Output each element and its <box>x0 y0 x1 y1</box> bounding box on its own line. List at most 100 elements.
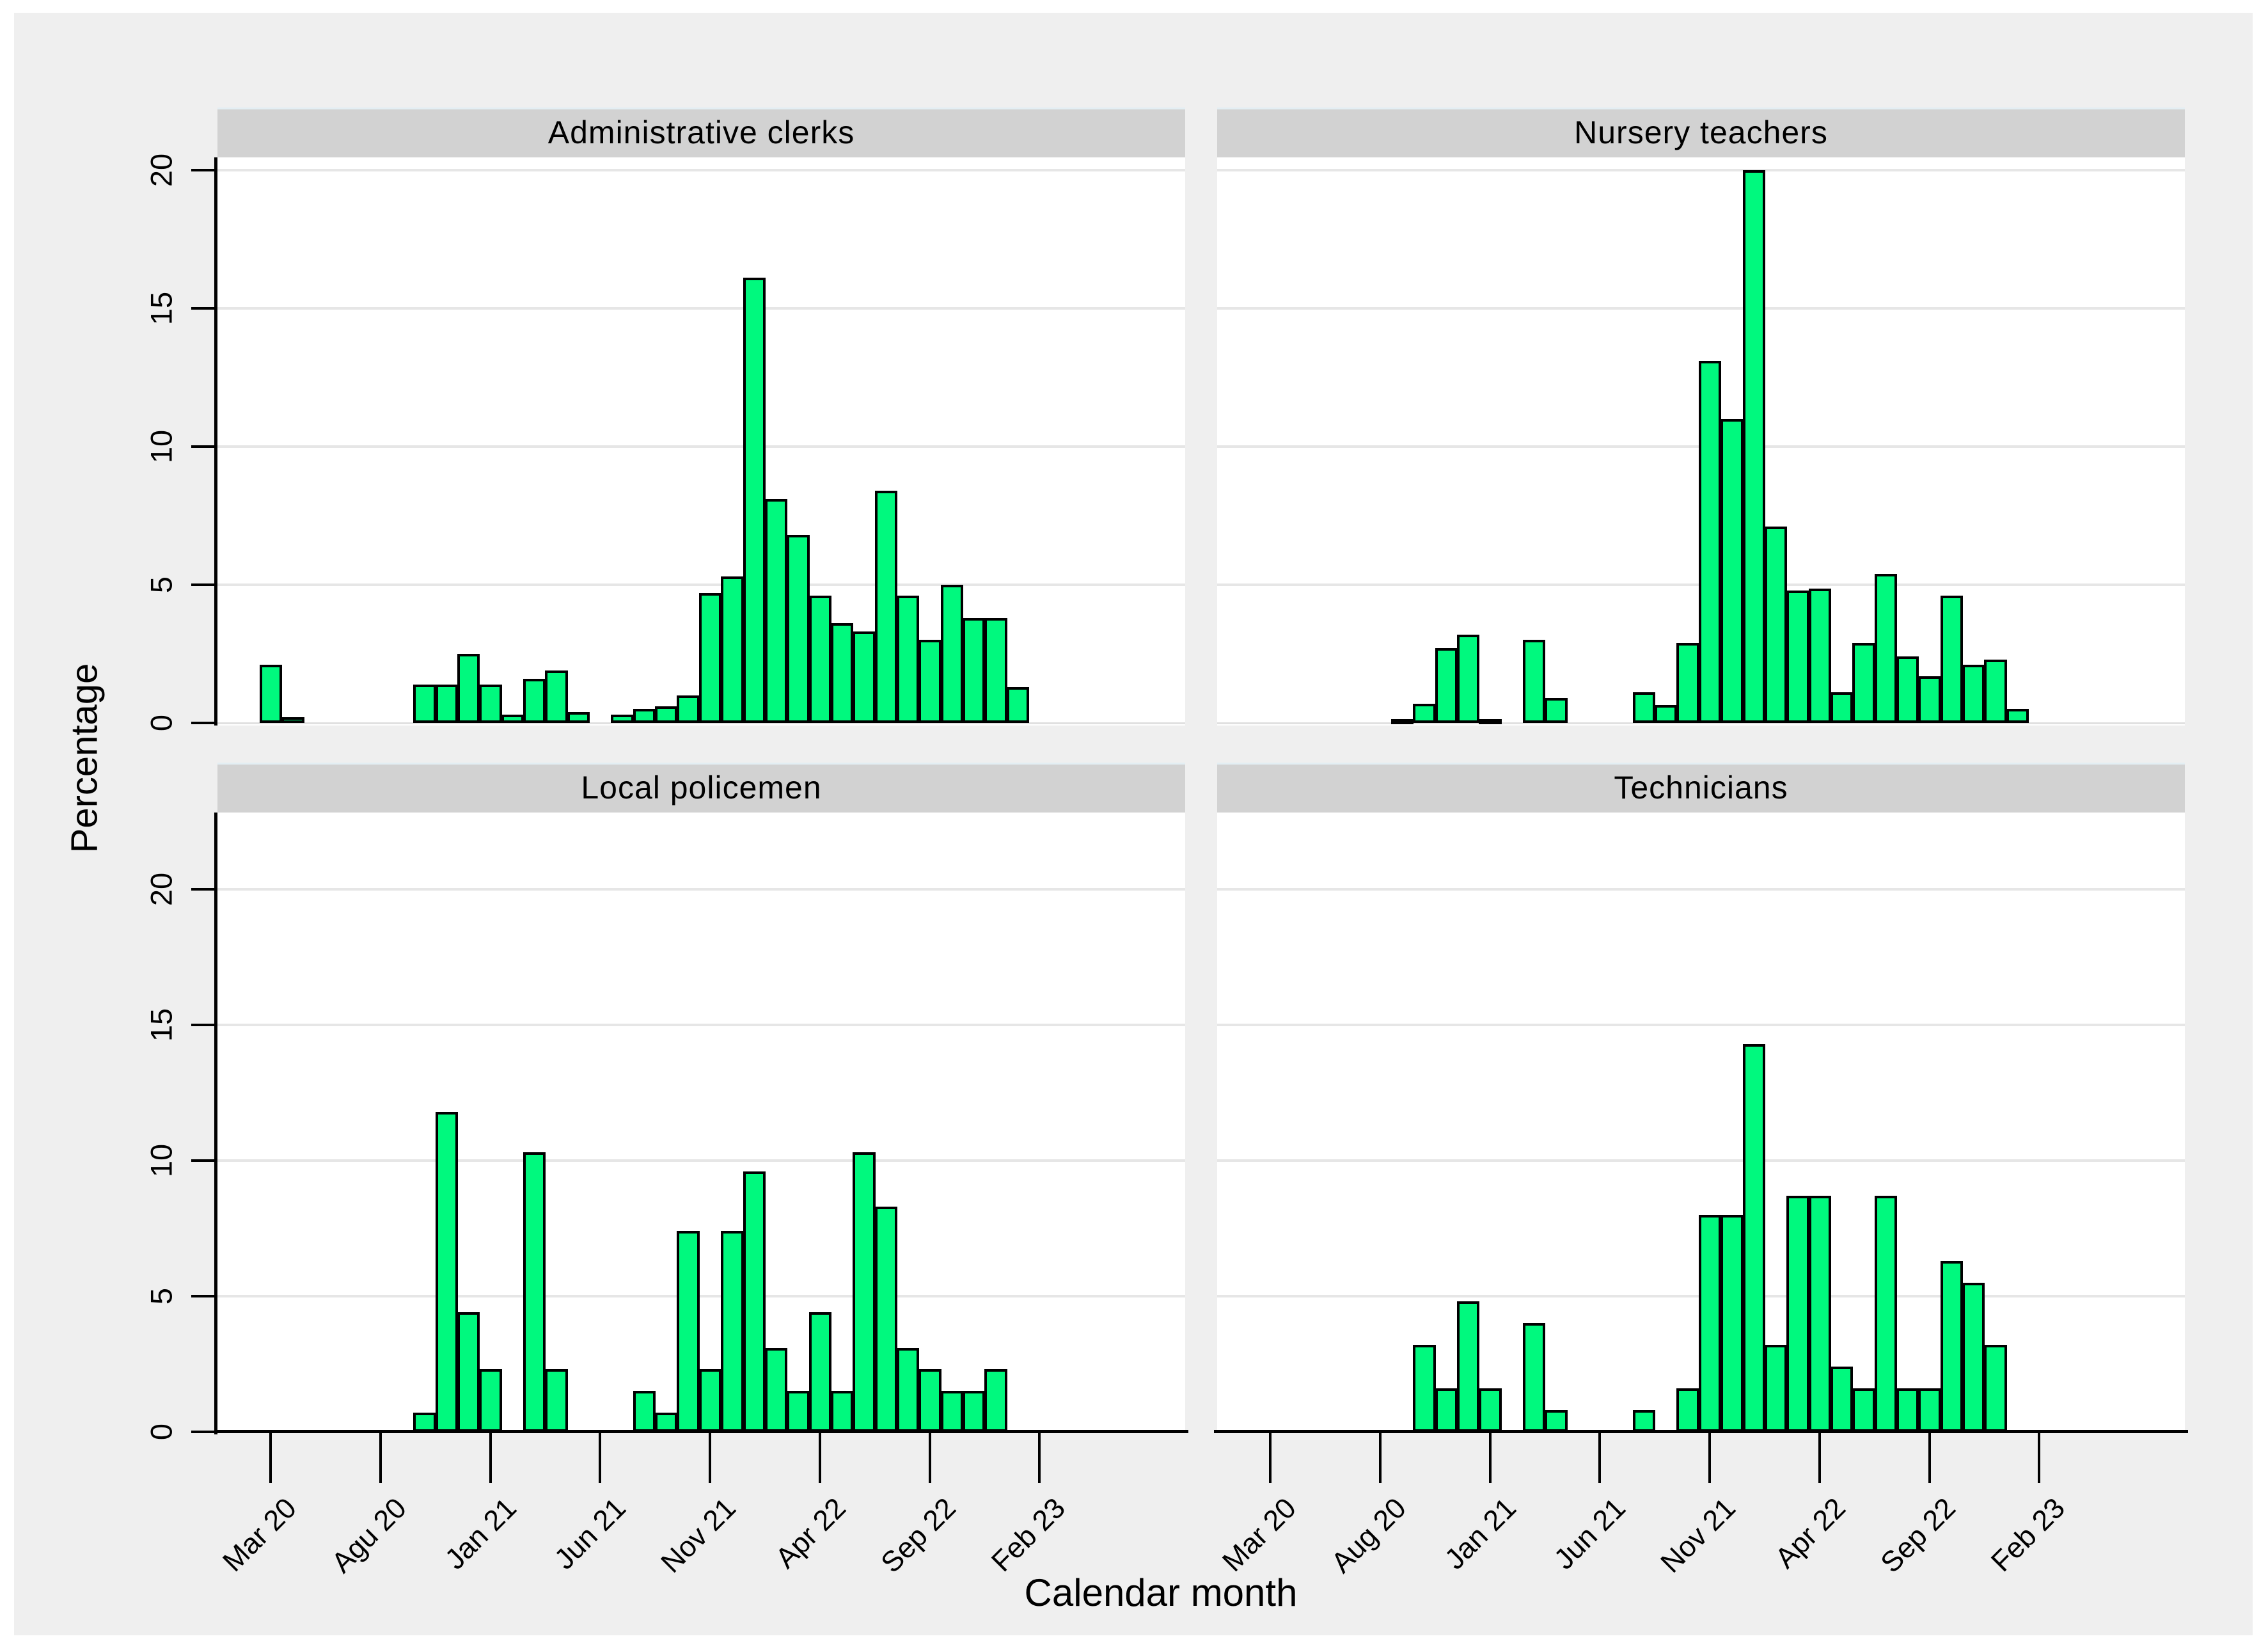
bar <box>896 1347 920 1432</box>
bar <box>1918 1388 1941 1432</box>
x-tick <box>1378 1433 1382 1483</box>
gridline-20 <box>1217 888 2185 891</box>
bar <box>479 1369 502 1432</box>
gridline-10 <box>217 1159 1185 1162</box>
bar <box>1456 1301 1480 1432</box>
bar <box>1940 1260 1964 1432</box>
bar <box>940 1391 964 1432</box>
y-axis-line <box>214 813 217 1434</box>
bar <box>1523 1323 1546 1432</box>
bar <box>457 654 480 723</box>
bar <box>1874 573 1897 723</box>
y-tick-label: 5 <box>144 1287 178 1305</box>
bar <box>1632 1410 1656 1432</box>
bar <box>1830 692 1854 723</box>
bar <box>457 1312 480 1432</box>
bar <box>1852 1388 1875 1432</box>
panel-strip-nursery-teachers: Nursery teachers <box>1217 107 2185 157</box>
x-axis-line <box>214 1430 1188 1433</box>
x-tick <box>599 1433 602 1483</box>
bar <box>1721 1214 1744 1432</box>
bar <box>611 715 634 723</box>
panel-strip-administrative-clerks: Administrative clerks <box>217 107 1185 157</box>
bar <box>1545 1410 1568 1432</box>
bar <box>721 576 744 723</box>
bar <box>918 1369 941 1432</box>
bar <box>1413 1345 1436 1432</box>
bar <box>853 1152 876 1432</box>
y-axis-line <box>214 157 217 726</box>
y-tick <box>191 583 214 586</box>
y-tick <box>191 169 214 171</box>
bar <box>1479 719 1502 724</box>
y-tick-label: 0 <box>144 714 178 732</box>
baseline <box>1217 722 2185 724</box>
y-tick-label: 20 <box>144 872 178 907</box>
x-tick <box>1488 1433 1492 1483</box>
x-tick <box>709 1433 711 1483</box>
plot-local-policemen <box>217 813 1185 1432</box>
bar <box>1918 676 1941 723</box>
x-tick <box>1928 1433 1931 1483</box>
y-tick <box>191 307 214 310</box>
bar <box>940 585 964 723</box>
bar <box>1940 596 1964 723</box>
bar <box>984 617 1007 723</box>
bar <box>853 631 876 723</box>
panel-title: Local policemen <box>581 770 822 805</box>
baseline <box>217 722 1185 724</box>
bar <box>1632 692 1656 723</box>
bar <box>698 592 722 723</box>
bar <box>435 684 458 723</box>
gridline-5 <box>217 1295 1185 1297</box>
y-tick <box>191 722 214 724</box>
bar <box>1962 1282 1985 1432</box>
bar <box>523 1152 546 1432</box>
bar <box>259 665 283 723</box>
x-tick <box>489 1433 492 1483</box>
bar <box>698 1369 722 1432</box>
gridline-10 <box>217 445 1185 448</box>
bar <box>501 715 524 723</box>
bar <box>1413 703 1436 723</box>
bar <box>1962 665 1985 723</box>
bar <box>677 1231 700 1432</box>
y-tick <box>191 888 214 891</box>
gridline-5 <box>217 583 1185 586</box>
bar <box>435 1111 458 1432</box>
y-tick-label: 15 <box>144 1008 178 1042</box>
y-tick-label: 0 <box>144 1423 178 1441</box>
bar <box>1786 590 1809 723</box>
bar <box>1984 1345 2007 1432</box>
bar <box>918 640 941 723</box>
y-tick <box>191 1295 214 1297</box>
panel-strip-technicians: Technicians <box>1217 763 2185 813</box>
y-tick <box>191 1024 214 1026</box>
bar <box>567 711 590 723</box>
x-tick <box>1038 1433 1041 1483</box>
bar <box>830 623 854 723</box>
bar <box>1742 1043 1765 1432</box>
plot-administrative-clerks <box>217 157 1185 726</box>
bar <box>1808 589 1831 723</box>
bar <box>1742 170 1765 723</box>
bar <box>1676 642 1699 723</box>
bar <box>655 1413 678 1432</box>
y-tick-label: 15 <box>144 291 178 326</box>
bar <box>655 706 678 723</box>
bar <box>1435 648 1458 723</box>
x-tick <box>2038 1433 2041 1483</box>
x-tick <box>818 1433 821 1483</box>
x-axis-title: Calendar month <box>1024 1571 1298 1614</box>
bar <box>1006 686 1030 723</box>
bar <box>743 278 766 723</box>
x-tick <box>1598 1433 1602 1483</box>
panel-title: Administrative clerks <box>547 115 855 150</box>
bar <box>1764 527 1788 723</box>
bar <box>1896 1388 1919 1432</box>
bar <box>1764 1345 1788 1432</box>
x-tick <box>1269 1433 1272 1483</box>
y-tick-label: 10 <box>144 1143 178 1178</box>
bar <box>1808 1196 1831 1432</box>
y-tick <box>191 1159 214 1162</box>
